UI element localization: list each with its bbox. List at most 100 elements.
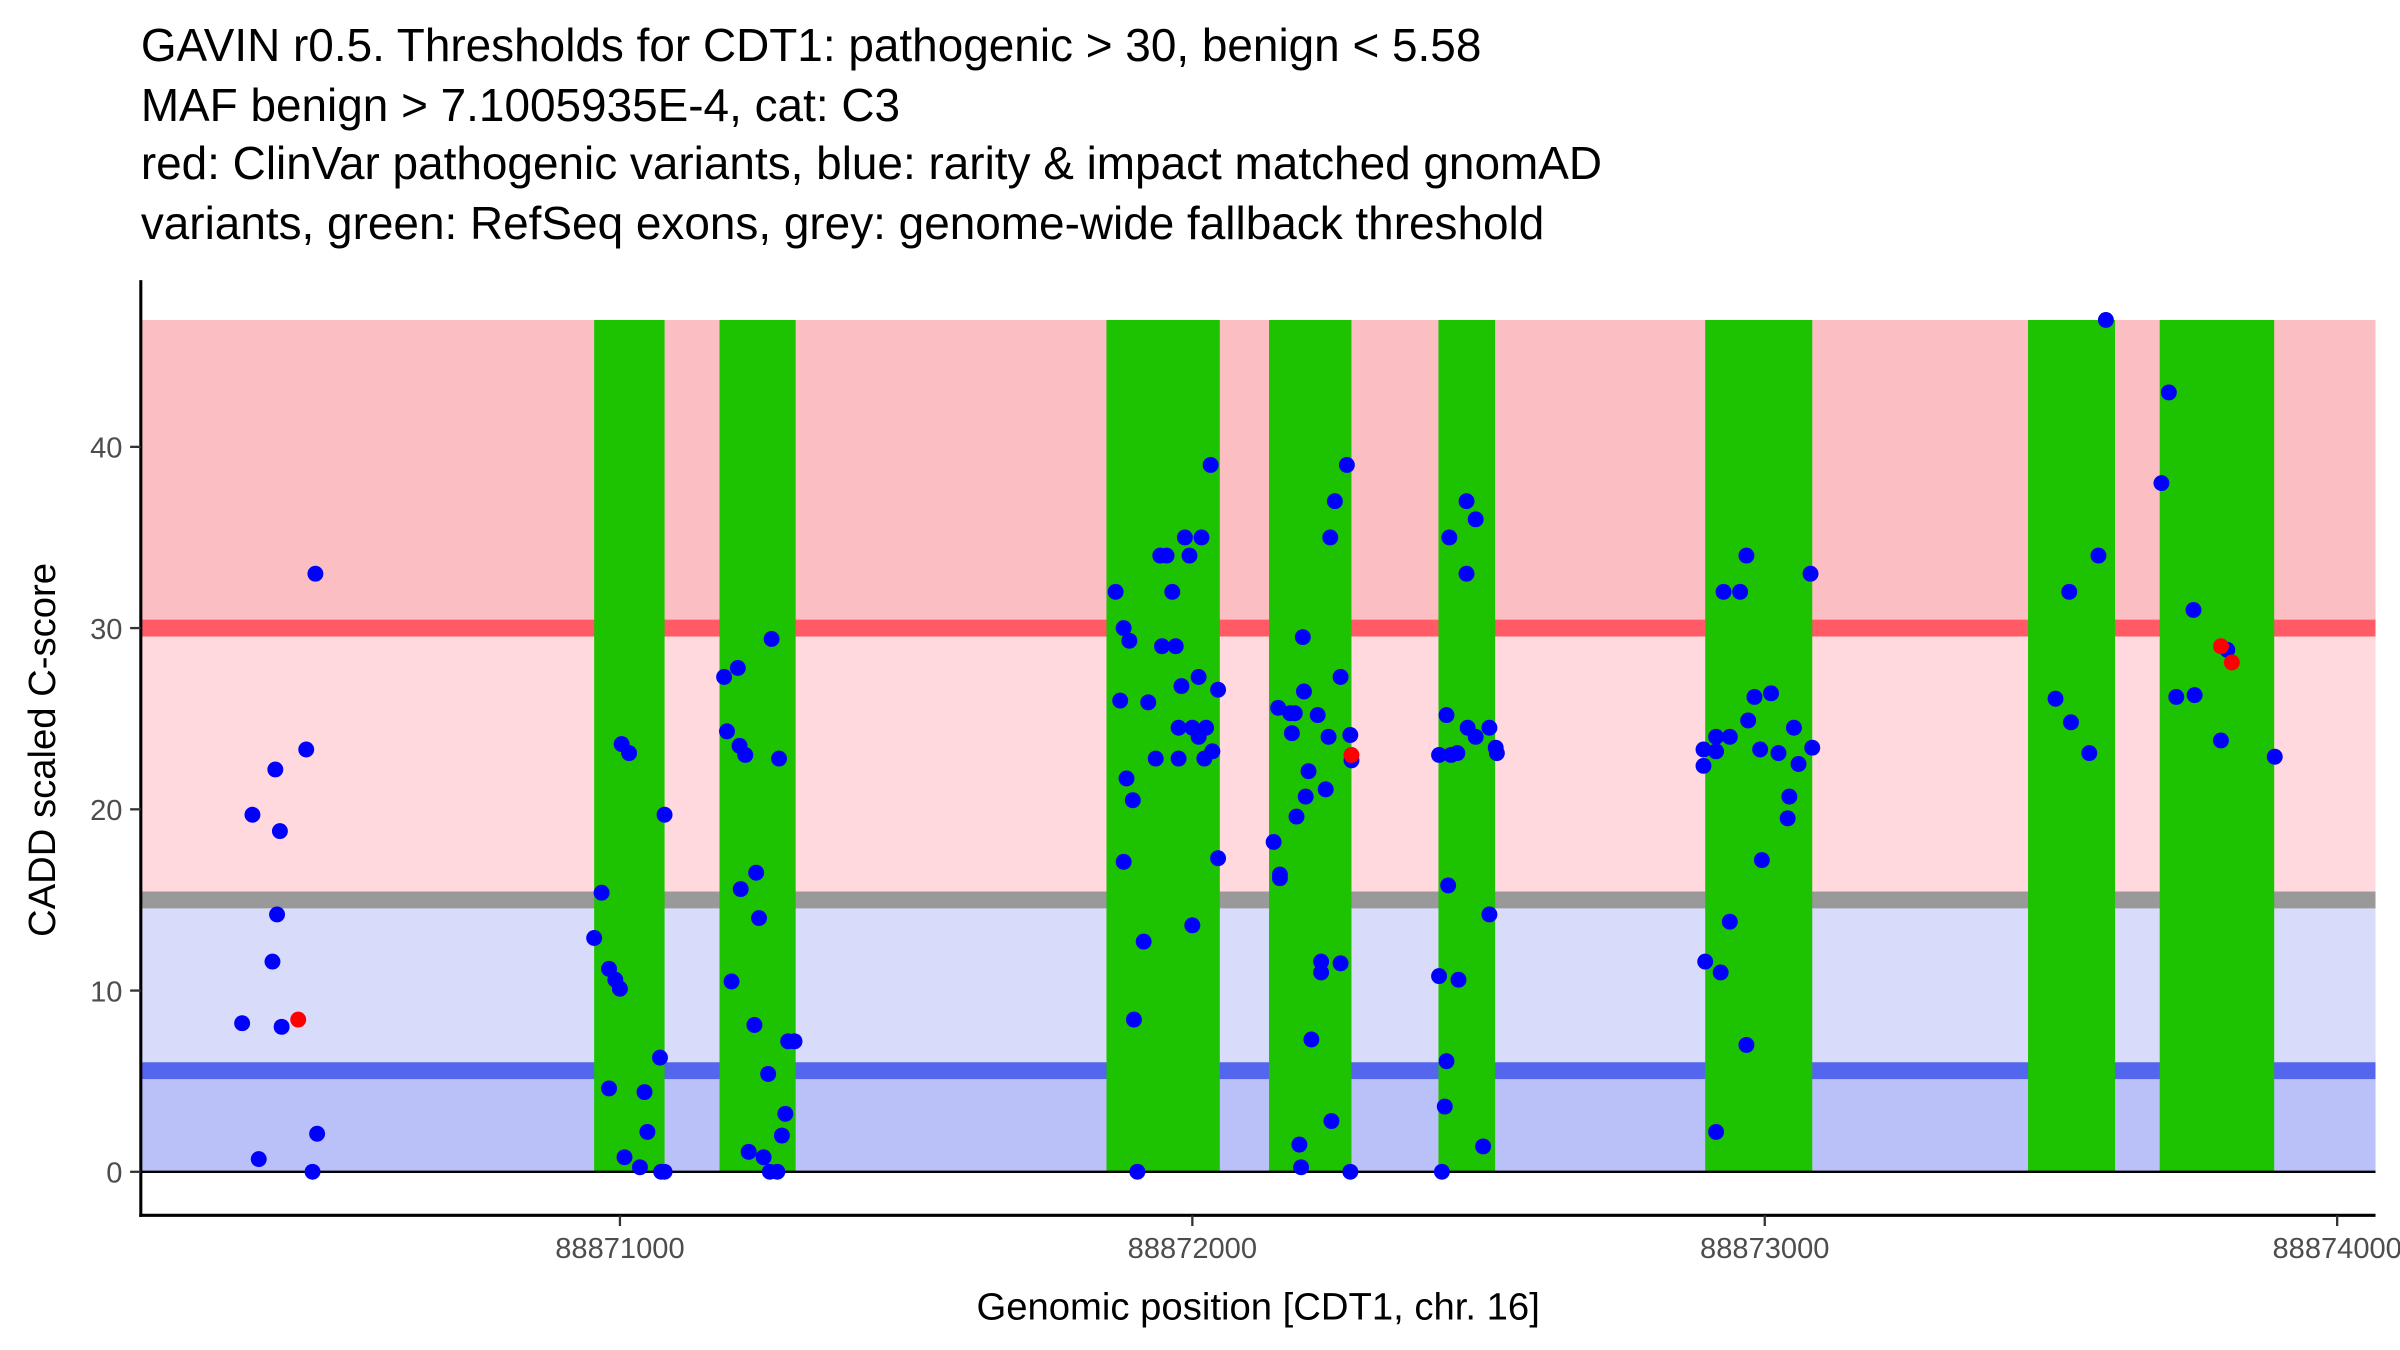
- x-tick-label: 88872000: [1128, 1233, 1257, 1265]
- gnomad-point: [1721, 913, 1738, 930]
- gnomad-point: [1154, 638, 1170, 655]
- gnomad-point: [1467, 728, 1484, 745]
- gnomad-point: [1449, 745, 1466, 762]
- gnomad-point: [748, 864, 765, 881]
- gnomad-point: [1790, 756, 1807, 772]
- gnomad-point: [1332, 669, 1349, 685]
- x-tick-label: 88871000: [555, 1233, 684, 1265]
- gnomad-point: [716, 669, 733, 685]
- gnomad-point: [1176, 529, 1193, 546]
- gnomad-point: [304, 1163, 321, 1180]
- gnomad-point: [1129, 1163, 1146, 1180]
- x-tick-label: 88874000: [2272, 1233, 2400, 1265]
- gnomad-point: [586, 930, 603, 946]
- gnomad-point: [1746, 688, 1763, 705]
- gnomad-point: [1721, 728, 1738, 745]
- gnomad-point: [621, 745, 638, 762]
- x-tick-label: 88873000: [1700, 1233, 1829, 1265]
- gnomad-point: [1118, 770, 1135, 787]
- gnomad-point: [1752, 741, 1769, 758]
- gnomad-point: [1740, 712, 1757, 729]
- gnomad-point: [1181, 547, 1198, 564]
- gnomad-point: [1190, 669, 1207, 685]
- x-axis-label: Genomic position [CDT1, chr. 16]: [976, 1285, 1539, 1328]
- gnomad-point: [1475, 1138, 1492, 1155]
- gnomad-point: [656, 806, 673, 823]
- gnomad-point: [2266, 748, 2283, 765]
- gnomad-point: [777, 1105, 794, 1122]
- gnomad-point: [1210, 850, 1227, 867]
- gnomad-point: [1781, 788, 1798, 805]
- gnomad-point: [1342, 1163, 1359, 1180]
- gnomad-point: [1326, 493, 1343, 510]
- gnomad-point: [1458, 493, 1475, 510]
- gnomad-point: [1293, 1159, 1310, 1176]
- gnomad-point: [244, 806, 261, 823]
- gnomad-point: [2185, 602, 2202, 618]
- y-tick-label: 0: [106, 1158, 122, 1190]
- gnomad-point: [1708, 1123, 1725, 1140]
- gnomad-point: [250, 1151, 267, 1168]
- gnomad-point: [1140, 694, 1157, 711]
- gnomad-point: [1322, 529, 1339, 546]
- gnomad-point: [234, 1015, 251, 1032]
- chart-title: GAVIN r0.5. Thresholds for CDT1: pathoge…: [141, 19, 1602, 249]
- gnomad-point: [1300, 763, 1317, 780]
- title-line-1: GAVIN r0.5. Thresholds for CDT1: pathoge…: [141, 19, 1482, 71]
- gnomad-point: [1297, 788, 1314, 805]
- gnomad-point: [1732, 583, 1749, 600]
- gnomad-point: [2097, 312, 2114, 328]
- gnomad-point: [1270, 699, 1287, 716]
- gnomad-point: [636, 1084, 653, 1101]
- gnomad-point: [2081, 745, 2098, 762]
- gnomad-point: [1481, 906, 1498, 923]
- gnomad-point: [264, 953, 281, 970]
- gnomad-point: [1763, 685, 1780, 702]
- gnomad-point: [1210, 681, 1227, 698]
- gnomad-point: [1283, 725, 1300, 742]
- gnomad-point: [1695, 757, 1712, 774]
- gnomad-point: [1115, 620, 1132, 637]
- title-line-3: red: ClinVar pathogenic variants, blue: …: [141, 137, 1602, 189]
- gnomad-point: [1450, 971, 1467, 988]
- gnomad-point: [1320, 728, 1337, 745]
- gnomad-point: [1294, 629, 1311, 646]
- pathogenic-threshold-line: [140, 619, 2376, 637]
- gnomad-point: [771, 750, 788, 767]
- title-line-2: MAF benign > 7.1005935E-4, cat: C3: [141, 79, 900, 131]
- gnomad-point: [760, 1065, 777, 1082]
- gnomad-point: [652, 1049, 668, 1066]
- gnomad-point: [298, 741, 315, 758]
- gnomad-point: [1438, 1053, 1455, 1070]
- gnomad-point: [1170, 750, 1187, 767]
- clinvar-point: [2213, 638, 2229, 655]
- gnomad-point: [1695, 741, 1712, 758]
- gnomad-point: [1342, 727, 1359, 743]
- gnomad-point: [723, 973, 740, 990]
- y-tick-label: 40: [90, 433, 122, 465]
- gnomad-point: [1265, 833, 1282, 850]
- gnomad-point: [656, 1163, 673, 1180]
- gnomad-point: [1167, 638, 1184, 655]
- gnomad-point: [1164, 583, 1181, 600]
- clinvar-point: [2223, 654, 2240, 671]
- gnomad-point: [2160, 384, 2177, 401]
- gnomad-point: [273, 1018, 290, 1035]
- gnomad-point: [1441, 529, 1458, 546]
- gnomad-point: [1467, 511, 1484, 528]
- gnomad-point: [763, 631, 780, 647]
- gnomad-point: [307, 565, 324, 582]
- gnomad-point: [1309, 707, 1326, 724]
- variant-points: [234, 312, 2283, 1180]
- gnomad-point: [2063, 714, 2079, 731]
- gnomad-point: [1481, 719, 1498, 736]
- gnomad-point: [309, 1125, 326, 1142]
- gnomad-point: [732, 881, 749, 898]
- gnomad-point: [746, 1017, 763, 1033]
- gnomad-point: [1202, 457, 1219, 473]
- clinvar-point: [290, 1011, 307, 1028]
- gnomad-point: [2061, 583, 2078, 600]
- gnomad-point: [1431, 968, 1448, 985]
- gnomad-point: [1738, 1036, 1755, 1053]
- intermediate-band: [140, 628, 2376, 900]
